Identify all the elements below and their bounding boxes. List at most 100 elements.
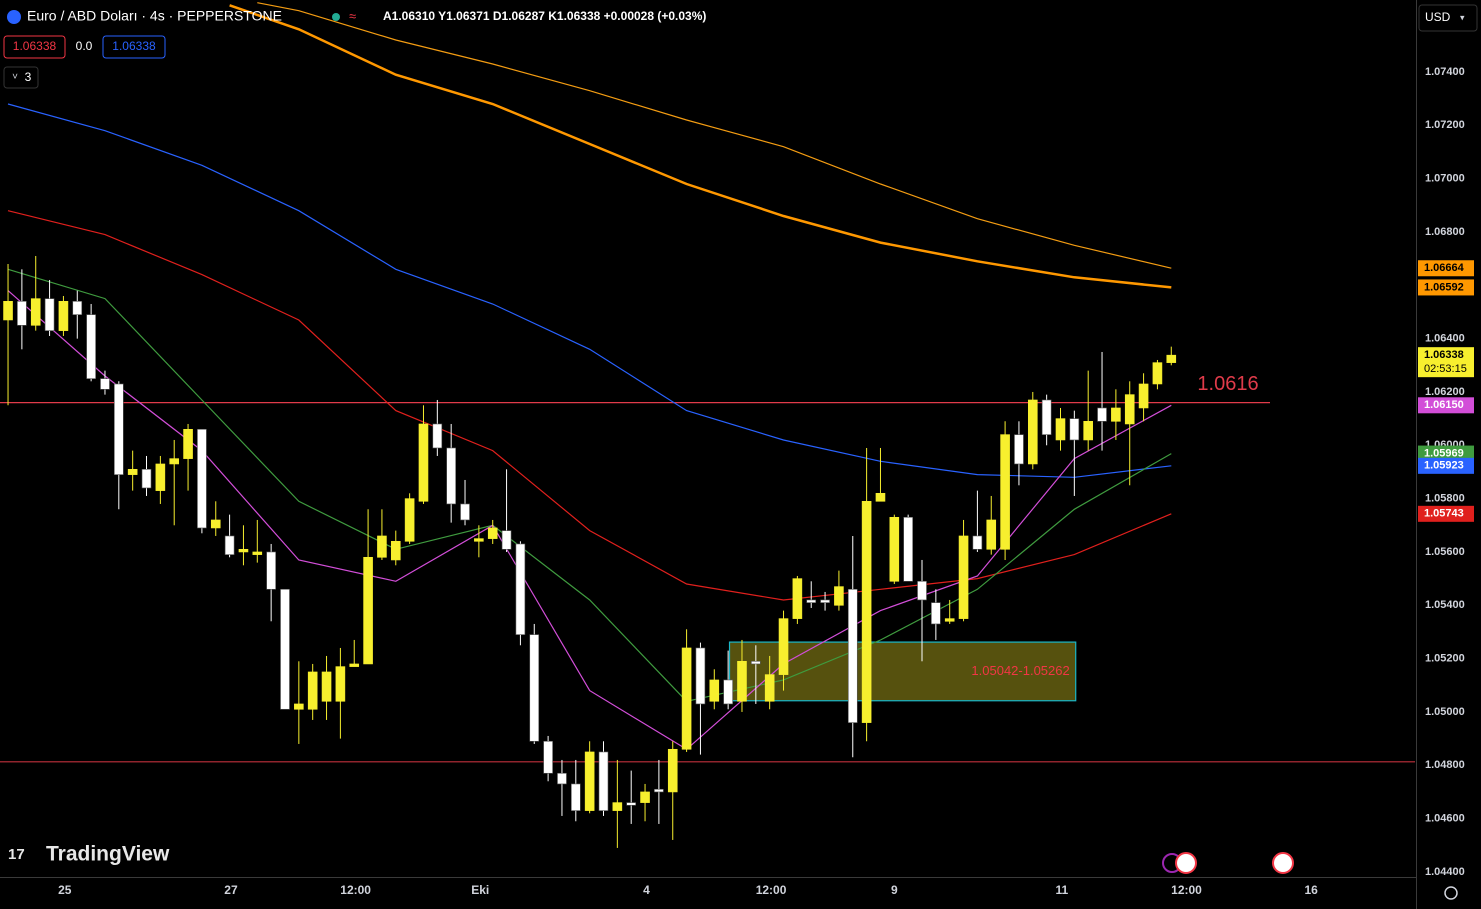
- candle-body: [598, 751, 609, 811]
- candle-body: [571, 783, 581, 811]
- brand-logo-mark: 17: [8, 846, 25, 863]
- y-tick-label: 1.05800: [1425, 493, 1465, 505]
- candle-body: [141, 468, 152, 489]
- candle-body: [1069, 418, 1080, 441]
- candle-body: [986, 519, 997, 550]
- candle-body: [418, 423, 429, 502]
- x-tick-label: 12:00: [756, 883, 787, 897]
- x-tick-label: 16: [1304, 883, 1318, 897]
- buy-button[interactable]: [102, 35, 166, 59]
- candle-body: [390, 540, 401, 561]
- axis-tag: [1418, 457, 1474, 474]
- candle-body: [557, 772, 567, 785]
- candle-body: [487, 527, 498, 539]
- symbol-title[interactable]: Euro / ABD Doları · 4s · PEPPERSTONE: [27, 8, 282, 24]
- candle-body: [903, 516, 913, 582]
- y-tick-label: 1.05200: [1425, 653, 1465, 665]
- x-tick-label: 12:00: [340, 883, 371, 897]
- candle-body: [584, 751, 595, 811]
- candle-body: [654, 788, 664, 793]
- candle-body: [889, 516, 900, 582]
- candle-body: [515, 543, 526, 635]
- candle-body: [958, 535, 969, 619]
- candle-body: [612, 802, 623, 811]
- candle-body: [266, 551, 276, 590]
- market-status[interactable]: [332, 13, 340, 21]
- status-icon: ≈: [349, 8, 356, 23]
- indicator-count: 3: [25, 70, 32, 84]
- sell-button[interactable]: [3, 35, 66, 59]
- candle-body: [723, 679, 733, 705]
- axis-tag: [1418, 505, 1474, 522]
- plot-area: 1.05042-1.05262 1.0616: [0, 2, 1415, 848]
- settings-icon[interactable]: [1444, 886, 1458, 900]
- candle-body: [847, 588, 858, 723]
- event-flag[interactable]: [1272, 852, 1294, 874]
- horizontal-line-label: 1.0616: [1197, 373, 1258, 395]
- candle-body: [446, 447, 456, 505]
- x-tick-label: 12:00: [1171, 883, 1202, 897]
- candle-body: [1138, 383, 1149, 409]
- candle-body: [529, 634, 540, 742]
- moving-average-line: [7, 103, 1172, 478]
- indicator-toggle[interactable]: [3, 66, 39, 89]
- candle-body: [1152, 362, 1163, 385]
- candle-body: [737, 660, 747, 702]
- candle-body: [931, 602, 941, 625]
- candle-body: [363, 556, 373, 665]
- y-tick-label: 1.07400: [1425, 66, 1465, 78]
- candle-body: [1014, 434, 1024, 465]
- candle-body: [1041, 399, 1052, 435]
- candle-body: [792, 578, 803, 619]
- candle-body: [543, 740, 553, 774]
- candle-body: [127, 468, 138, 475]
- y-tick-label: 1.05600: [1425, 546, 1465, 558]
- axis-tag: [1418, 279, 1474, 296]
- candle-body: [197, 429, 207, 529]
- event-flag[interactable]: [1175, 852, 1197, 874]
- candle-body: [224, 535, 235, 555]
- currency: USD: [1425, 10, 1451, 24]
- y-tick-label: 1.04600: [1425, 813, 1465, 825]
- current-price-tag: [1418, 347, 1474, 378]
- candle-body: [626, 802, 636, 806]
- candle-body: [17, 301, 27, 326]
- axis-tag: [1418, 445, 1474, 462]
- candle-body: [1111, 407, 1121, 422]
- candle-body: [432, 423, 443, 449]
- chevron: ˅: [12, 72, 18, 83]
- axis-tag-label: 1.05743: [1424, 508, 1464, 520]
- candle-body: [944, 618, 955, 622]
- moving-average-line: [7, 268, 1172, 702]
- candle-body: [806, 599, 817, 603]
- candle-body: [1055, 418, 1066, 441]
- candle-body: [377, 535, 387, 558]
- candle-body: [86, 314, 96, 379]
- candle-body: [72, 301, 83, 315]
- axis-tag-label: 1.06150: [1424, 399, 1464, 411]
- y-tick-label: 1.06200: [1425, 386, 1465, 398]
- moving-average-line: [229, 4, 1172, 289]
- y-tick-label: 1.04400: [1425, 866, 1465, 878]
- candle-body: [1166, 354, 1177, 363]
- candle-body: [183, 429, 193, 459]
- x-tick-label: 11: [1056, 883, 1069, 897]
- candle-body: [349, 663, 360, 667]
- candle-body: [114, 383, 124, 475]
- candle-body: [681, 647, 692, 750]
- candle-body: [1027, 399, 1038, 465]
- candle-body: [169, 458, 180, 465]
- currency-button[interactable]: [1418, 4, 1478, 32]
- candle-body: [751, 660, 761, 665]
- candle-body: [667, 748, 678, 793]
- candle-body: [1124, 394, 1135, 425]
- y-tick-label: 1.07000: [1425, 173, 1465, 185]
- y-tick-label: 1.05000: [1425, 706, 1465, 718]
- candle-body: [709, 679, 720, 702]
- candle-body: [474, 538, 484, 542]
- axis-tag-label: 1.05923: [1424, 460, 1464, 472]
- candle-body: [861, 500, 872, 723]
- x-tick-label: 4: [643, 883, 650, 897]
